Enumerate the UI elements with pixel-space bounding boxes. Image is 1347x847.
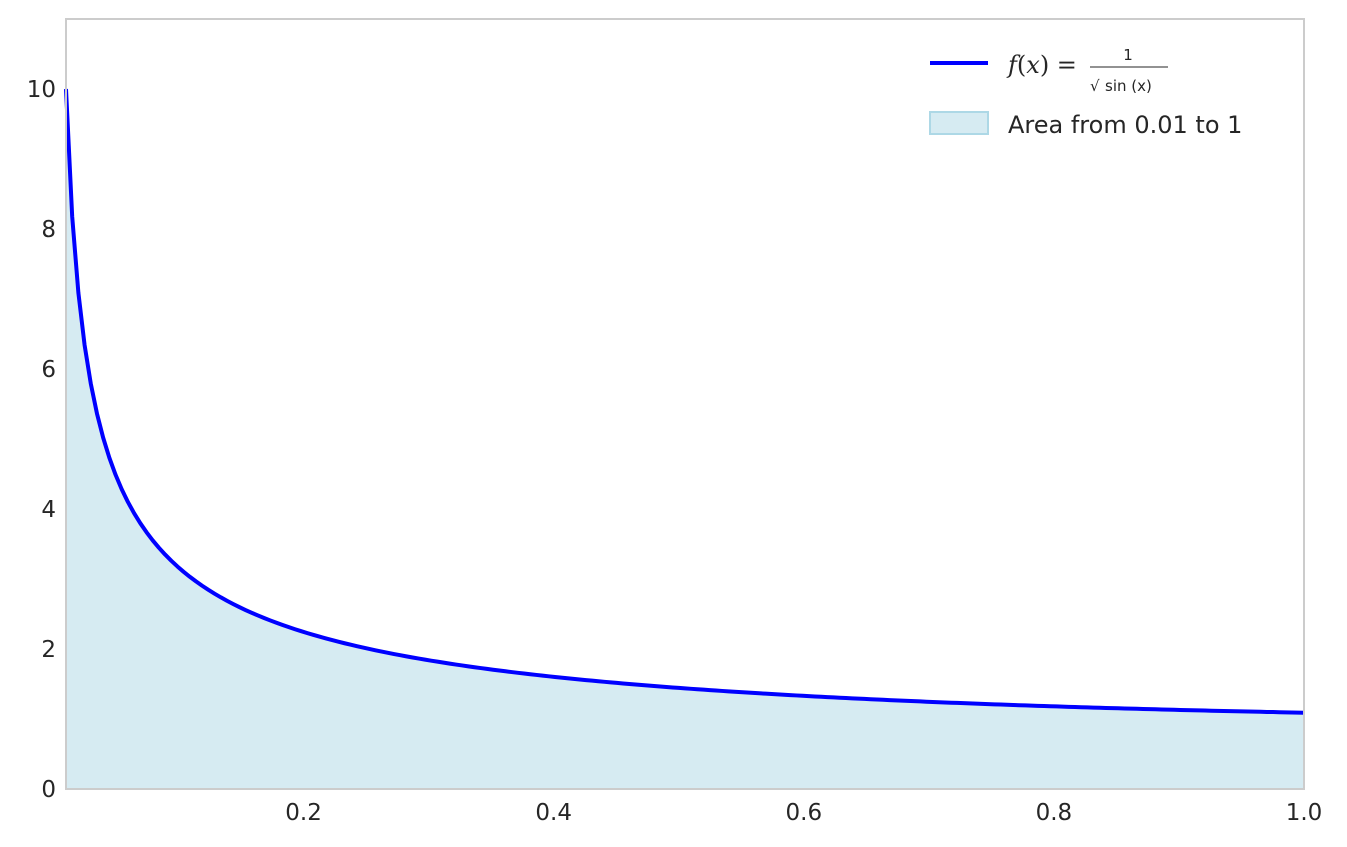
x-axis-ticks: 0.2 0.4 0.6 0.8 1.0 [285,800,1322,826]
area-fill-layer [66,88,1304,790]
legend-fill-swatch [929,111,989,135]
y-tick-label: 6 [41,357,56,383]
x-tick-label: 0.6 [786,800,823,826]
function-line [64,88,1305,715]
legend-line-label-lhs: f(x) = [1006,51,1077,79]
axes-frame [65,18,1305,790]
legend-line-label-radical: √ [1090,77,1100,95]
y-tick-label: 8 [41,217,56,243]
y-tick-label: 0 [41,777,56,803]
legend-fill-label: Area from 0.01 to 1 [1008,111,1242,139]
x-tick-label: 1.0 [1286,800,1323,826]
legend: f(x) = 1 √ sin (x) Area from 0.01 to 1 [929,46,1242,139]
x-tick-label: 0.4 [535,800,572,826]
y-tick-label: 2 [41,637,56,663]
y-tick-label: 10 [27,77,56,103]
line-layer [64,88,1305,715]
y-axis-ticks: 0 2 4 6 8 10 [27,77,56,803]
x-tick-label: 0.2 [285,800,322,826]
area-fill [66,88,1304,790]
legend-line-label-numerator: 1 [1123,46,1133,64]
x-tick-label: 0.8 [1036,800,1073,826]
y-tick-label: 4 [41,497,56,523]
legend-line-label-denominator: sin (x) [1105,77,1152,95]
